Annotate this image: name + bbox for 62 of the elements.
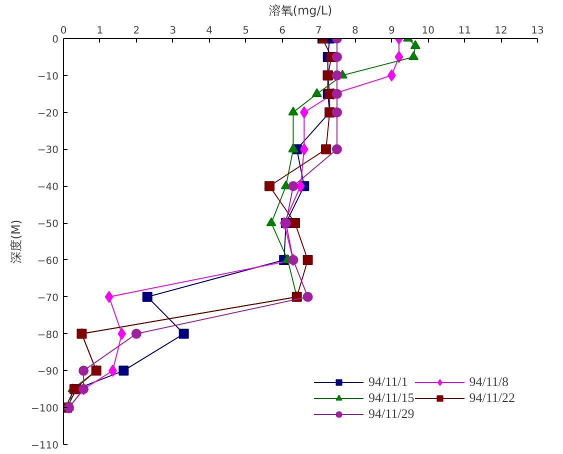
x-tick-label: 11 — [458, 26, 471, 36]
x-tick-label: 3 — [170, 26, 176, 36]
point — [118, 328, 126, 340]
x-tick-label: 6 — [279, 26, 286, 36]
point — [410, 40, 420, 49]
point — [178, 328, 189, 339]
y-tick-label: −30 — [37, 145, 59, 156]
x-axis-title: 溶氧(mg/L) — [268, 4, 332, 18]
y-tick-label: −110 — [31, 440, 59, 452]
point — [288, 144, 298, 152]
x-tick-label: 1 — [96, 26, 104, 36]
y-tick-label: −90 — [37, 366, 59, 378]
point — [332, 144, 342, 154]
y-tick-label: 0 — [52, 34, 59, 46]
x-tick-label: 7 — [316, 26, 322, 36]
x-tick-label: 0 — [60, 26, 67, 36]
point — [300, 143, 308, 156]
y-axis-title: 深度(M) — [9, 220, 24, 264]
point — [387, 69, 396, 82]
x-tick-label: 10 — [422, 26, 434, 36]
x-tick-label: 8 — [352, 26, 358, 36]
point — [296, 180, 305, 192]
point — [302, 292, 313, 302]
y-tick-label: −100 — [31, 404, 59, 415]
x-tick-label: 2 — [133, 26, 140, 36]
point — [142, 292, 152, 302]
point — [321, 144, 332, 154]
point — [408, 51, 419, 60]
point — [131, 328, 142, 339]
point — [394, 50, 404, 63]
point — [332, 70, 342, 80]
x-tick-label: 4 — [206, 26, 213, 36]
y-tick-label: −80 — [37, 330, 59, 341]
point — [266, 217, 276, 226]
y-tick-label: −70 — [37, 292, 59, 304]
x-tick-label: 5 — [242, 26, 249, 36]
point — [302, 254, 313, 265]
legend-label: 94/11/1 — [368, 374, 408, 390]
y-tick-label: −50 — [37, 219, 59, 230]
point — [288, 106, 298, 116]
y-tick-label: −20 — [37, 108, 59, 120]
point — [264, 181, 275, 192]
point — [332, 107, 342, 118]
x-tick-label: 12 — [494, 26, 508, 36]
legend-label: 94/11/8 — [469, 374, 508, 390]
x-tick-label: 13 — [531, 26, 544, 36]
point — [118, 366, 129, 376]
point — [332, 88, 342, 99]
point — [288, 181, 298, 192]
point — [332, 52, 342, 62]
point — [78, 366, 89, 376]
legend-label: 94/11/15 — [368, 390, 414, 406]
point — [104, 290, 114, 303]
x-tick-label: 9 — [388, 26, 395, 36]
point — [290, 218, 300, 228]
legend-label: 94/11/29 — [368, 406, 414, 422]
y-tick-label: −10 — [37, 71, 59, 82]
y-tick-label: −60 — [37, 256, 59, 267]
point — [300, 106, 308, 118]
y-tick-label: −40 — [37, 182, 59, 194]
point — [312, 88, 322, 97]
legend-label: 94/11/22 — [469, 390, 515, 406]
